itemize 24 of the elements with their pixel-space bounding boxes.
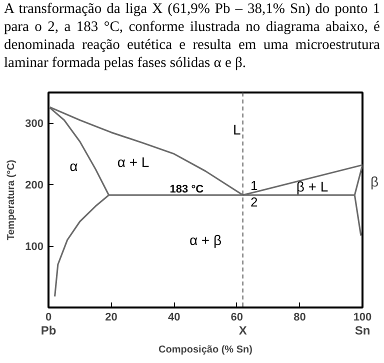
- chart-title: A transformação da liga X (61,9% Pb – 38,1% Sn) do ponto 1 para o 2, a 183 °C, conforme ilustrada no diagrama abaixo, é denominada reação eutética e resulta em uma microestrutura laminar formada pelas fases sólidas α e β.: [4, 0, 380, 72]
- y-tick-label: 100: [25, 241, 44, 254]
- x-axis-title: Composição (% Sn): [158, 344, 252, 356]
- x-tick-label: 0: [45, 312, 52, 324]
- annotation: α: [70, 158, 78, 174]
- text: X: [238, 324, 247, 338]
- text: β: [370, 174, 379, 190]
- annotation: α + L: [117, 154, 150, 170]
- text: Sn: [354, 324, 370, 338]
- annotation: 2: [250, 194, 258, 210]
- annotation: 183 °C: [170, 184, 204, 196]
- x-tick-label: 100: [353, 312, 372, 324]
- annotation: 1: [250, 178, 258, 193]
- text: Pb: [40, 324, 56, 338]
- y-axis-title: Temperatura (°C): [6, 160, 18, 240]
- annotation: β + L: [296, 178, 328, 194]
- x-tick-label: 40: [168, 312, 180, 324]
- y-tick-label: 200: [25, 180, 44, 192]
- annotation: α + β: [189, 232, 222, 248]
- y-tick-label: 300: [25, 118, 44, 130]
- x-tick-label: 80: [294, 312, 306, 324]
- x-tick-label: 20: [105, 312, 118, 324]
- x-tick-label: 60: [230, 312, 244, 324]
- annotation: L: [233, 121, 242, 138]
